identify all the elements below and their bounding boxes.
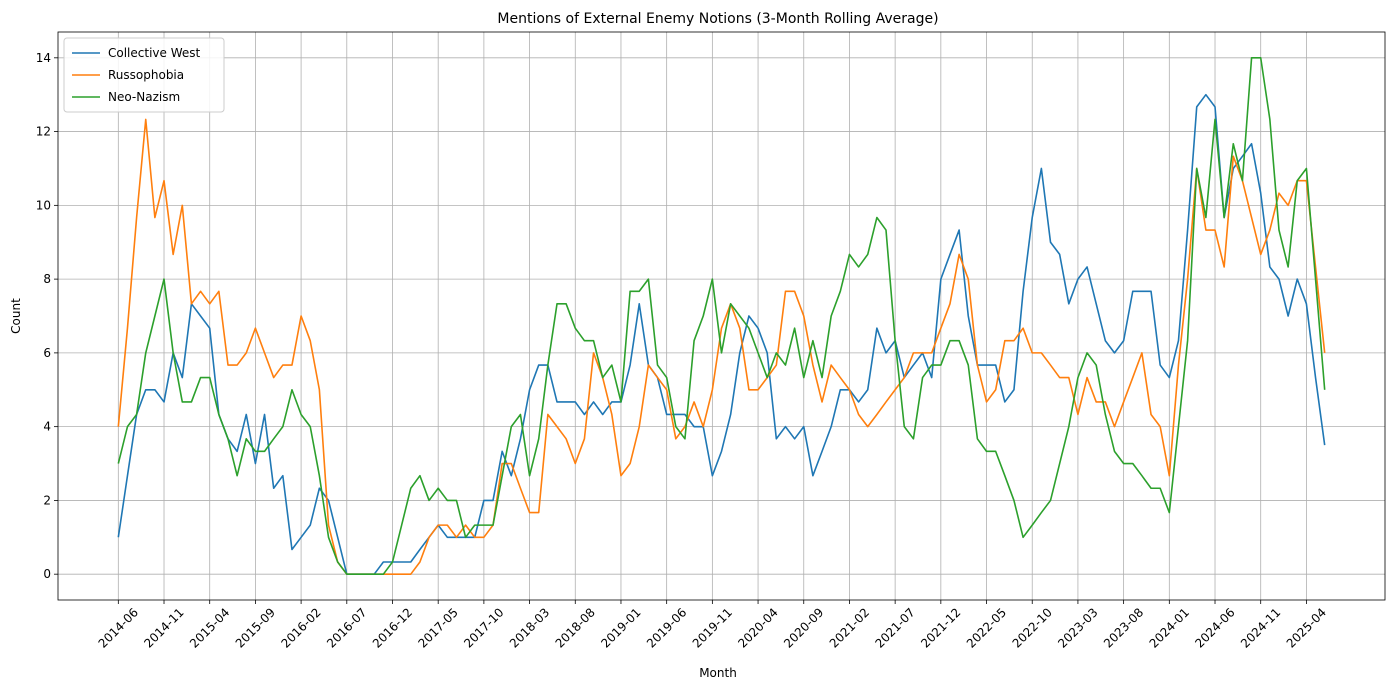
grid [58, 32, 1385, 600]
y-tick-label: 8 [43, 272, 51, 286]
legend-box [63, 37, 225, 113]
y-tick-label: 6 [43, 346, 51, 360]
y-tick-label: 12 [36, 125, 51, 139]
legend-label: Neo-Nazism [108, 90, 180, 104]
series-line [117, 118, 1326, 575]
y-tick-label: 4 [43, 420, 51, 434]
chart-title: Mentions of External Enemy Notions (3-Mo… [497, 11, 938, 27]
legend-label: Russophobia [108, 68, 184, 82]
series-line [117, 57, 1326, 575]
x-axis-label: Month [699, 666, 737, 680]
y-axis-label: Count [9, 298, 23, 334]
y-tick-label: 10 [36, 198, 51, 212]
y-tick-label: 0 [43, 567, 51, 581]
lines [117, 57, 1326, 575]
y-tick-label: 2 [43, 493, 51, 507]
legend: Collective West Russophobia Neo-Nazism [63, 37, 225, 113]
plot-frame [57, 31, 1386, 601]
series-line [117, 93, 1326, 575]
legend-label: Collective West [108, 46, 201, 60]
y-tick-label: 14 [36, 51, 51, 65]
